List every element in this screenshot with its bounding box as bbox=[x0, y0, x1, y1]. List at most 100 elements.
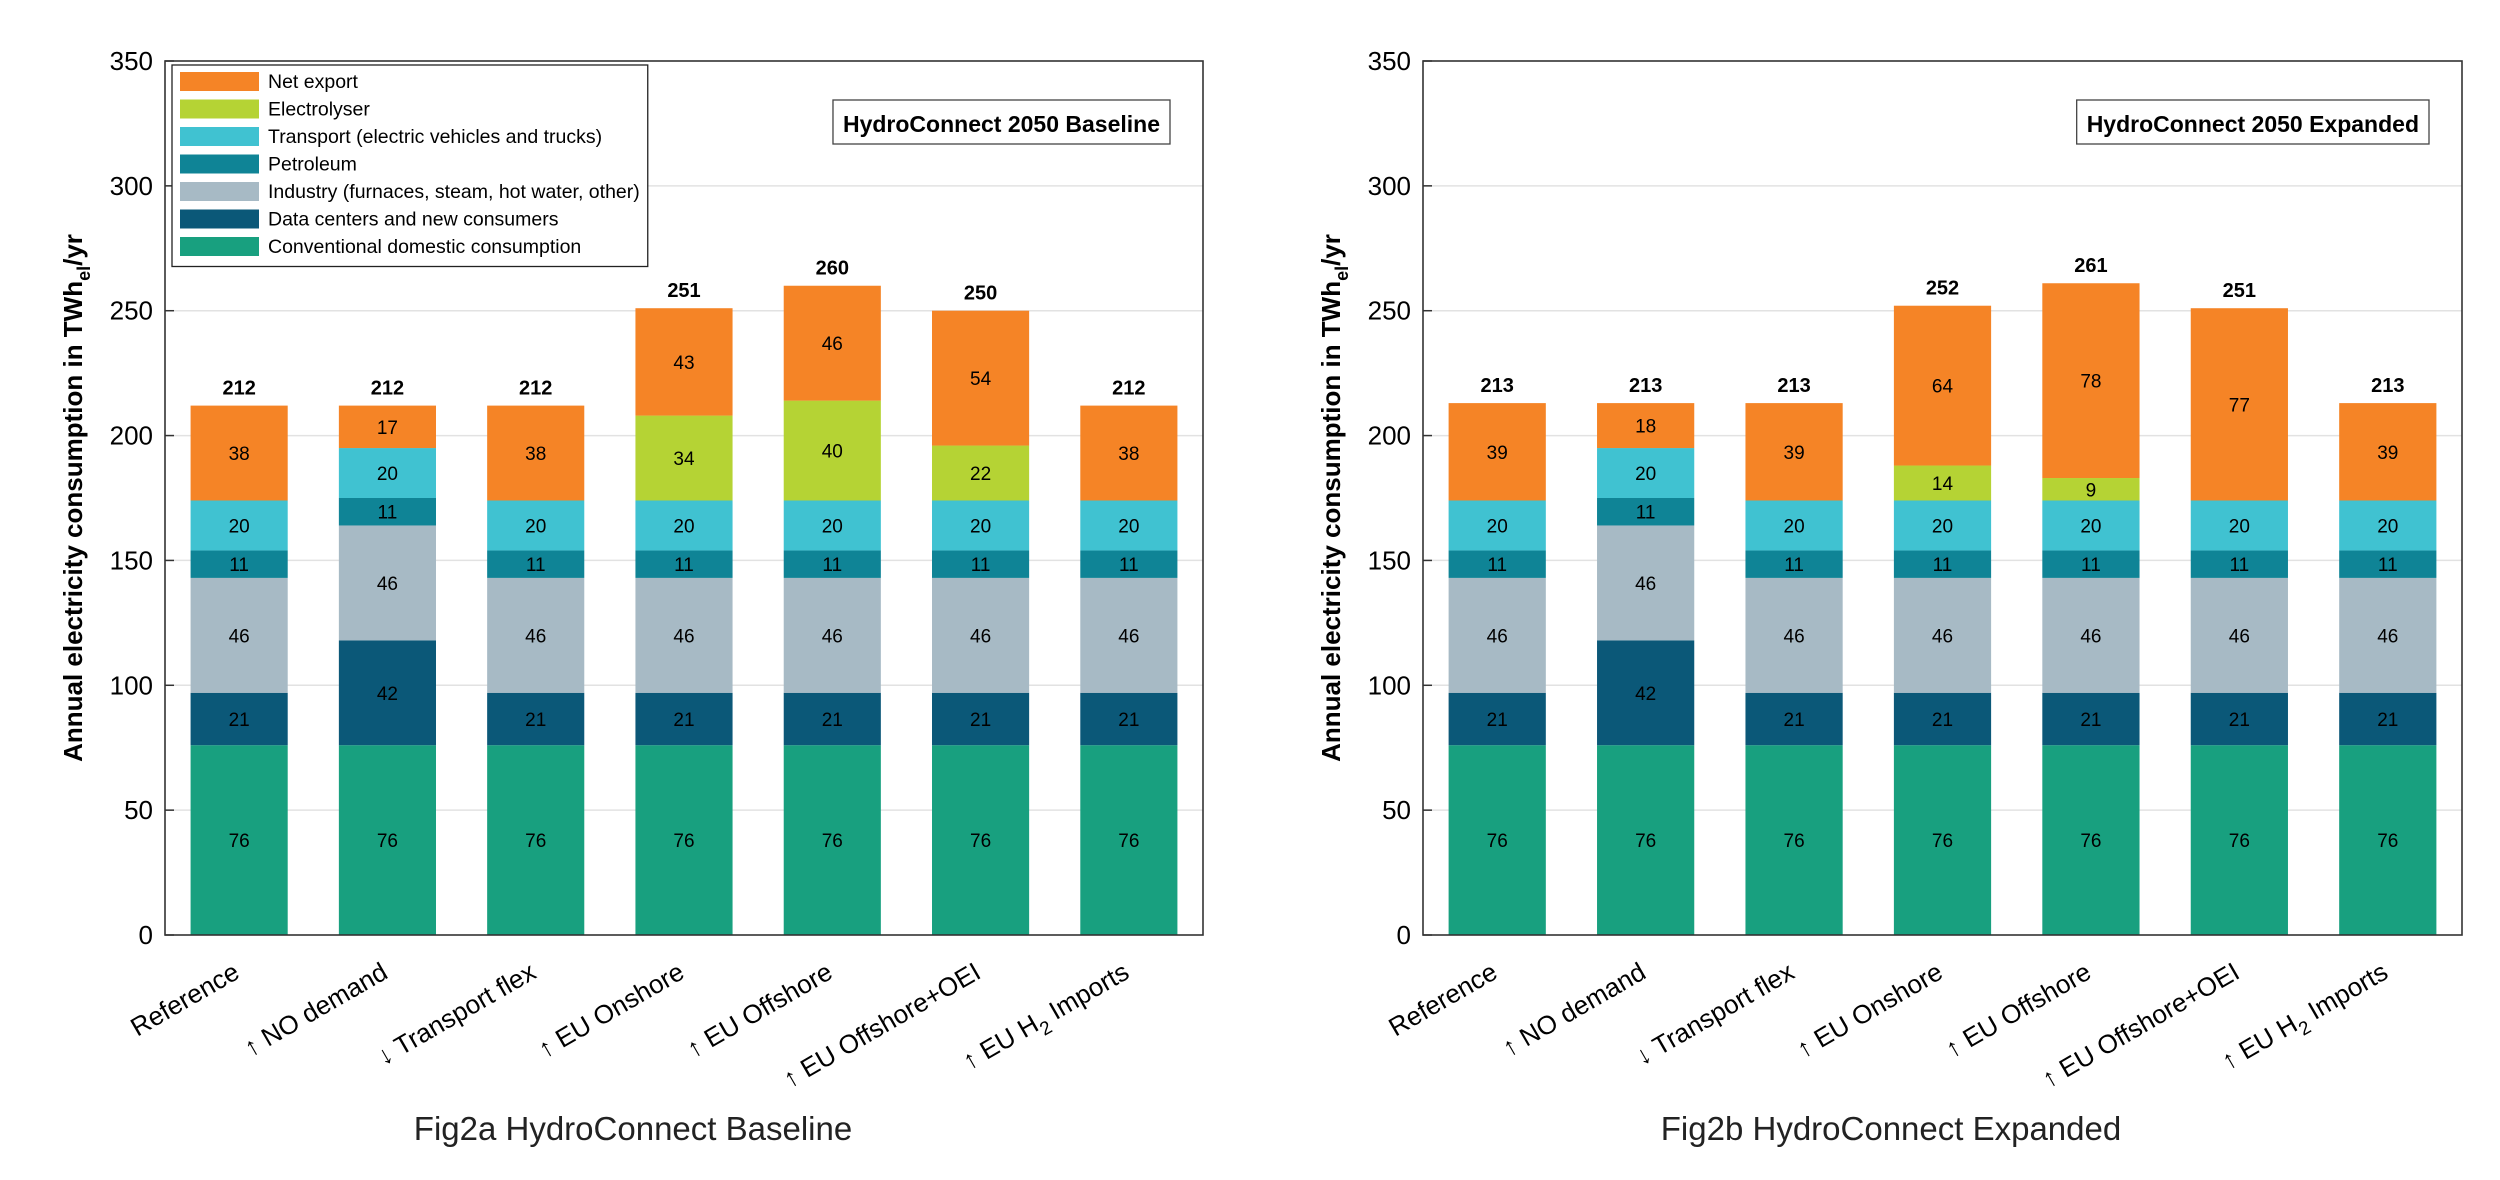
bar-segment bbox=[1080, 405, 1178, 501]
segment-value-label: 46 bbox=[2080, 626, 2101, 647]
bar-segment bbox=[932, 745, 1030, 935]
segment-value-label: 22 bbox=[970, 464, 991, 485]
segment-value-label: 20 bbox=[2377, 516, 2398, 537]
legend-swatch bbox=[180, 209, 259, 229]
bar-segment bbox=[1080, 745, 1178, 935]
y-tick-label: 250 bbox=[1368, 296, 1411, 326]
bar-total-label: 212 bbox=[519, 378, 552, 400]
legend-entry-label: Petroleum bbox=[268, 154, 357, 176]
bar-segment bbox=[2339, 403, 2437, 501]
x-category-label: ↑ EU H2 Imports bbox=[957, 956, 1137, 1081]
y-tick-label: 300 bbox=[110, 171, 153, 201]
segment-value-label: 54 bbox=[970, 369, 992, 390]
bar-segment bbox=[190, 577, 288, 693]
bar-segment bbox=[635, 577, 733, 693]
bar-segment bbox=[1745, 692, 1843, 746]
bar-segment bbox=[783, 577, 881, 693]
x-category-label: ↑ EU Onshore bbox=[533, 956, 689, 1064]
segment-value-label: 46 bbox=[970, 626, 991, 647]
segment-value-label: 46 bbox=[377, 574, 398, 595]
segment-value-label: 46 bbox=[1932, 626, 1953, 647]
segment-value-label: 20 bbox=[1635, 464, 1656, 485]
segment-value-label: 21 bbox=[525, 710, 546, 731]
axes-frame bbox=[164, 60, 1204, 936]
segment-value-label: 46 bbox=[1487, 626, 1508, 647]
x-category-label: ↑ EU Onshore bbox=[1791, 956, 1947, 1064]
bar-segment bbox=[932, 577, 1030, 693]
bar-segment bbox=[2190, 500, 2288, 551]
bar-segment bbox=[338, 448, 436, 498]
segment-value-label: 46 bbox=[1784, 626, 1805, 647]
bar-segment bbox=[2339, 500, 2437, 551]
bar-total-label: 213 bbox=[1481, 375, 1514, 397]
legend-swatch bbox=[180, 127, 259, 146]
y-tick-label: 200 bbox=[1368, 421, 1411, 451]
bar-segment bbox=[1893, 692, 1992, 746]
chart-box-title-frame bbox=[2076, 99, 2430, 145]
segment-value-label: 11 bbox=[2378, 555, 2398, 576]
bar-segment bbox=[1448, 692, 1546, 746]
segment-value-label: 11 bbox=[1487, 555, 1507, 576]
y-tick-label: 100 bbox=[1368, 670, 1411, 700]
y-axis-label: Annual electricity consumption in TWhel/… bbox=[1316, 234, 1352, 762]
bar-segment bbox=[783, 692, 881, 746]
bar-segment bbox=[1448, 577, 1546, 693]
segment-value-label: 40 bbox=[822, 442, 843, 463]
segment-value-label: 76 bbox=[525, 831, 546, 852]
segment-value-label: 20 bbox=[2229, 516, 2250, 537]
segment-value-label: 21 bbox=[1118, 710, 1139, 731]
segment-value-label: 76 bbox=[2080, 831, 2101, 852]
bar-segment bbox=[932, 310, 1030, 446]
bar-segment bbox=[635, 745, 733, 935]
segment-value-label: 20 bbox=[1118, 516, 1139, 537]
bar-segment bbox=[487, 405, 585, 501]
bar-segment bbox=[1597, 498, 1695, 526]
bar-segment bbox=[190, 745, 288, 935]
bar-segment bbox=[1080, 692, 1178, 746]
bar-total-label: 251 bbox=[667, 280, 700, 302]
segment-value-label: 46 bbox=[822, 334, 843, 355]
segment-value-label: 21 bbox=[970, 710, 991, 731]
bar-segment bbox=[487, 500, 585, 551]
bar-segment bbox=[1893, 500, 1992, 551]
segment-value-label: 21 bbox=[1932, 710, 1953, 731]
bar-segment bbox=[1893, 305, 1992, 466]
bar-segment bbox=[487, 692, 585, 746]
axes-frame bbox=[1422, 60, 2463, 936]
bar-total-label: 212 bbox=[371, 378, 404, 400]
x-category-label: ↑ NO demand bbox=[239, 956, 393, 1062]
caption-fig2b: Fig2b HydroConnect Expanded bbox=[1661, 1110, 2121, 1147]
segment-value-label: 20 bbox=[377, 464, 398, 485]
bar-segment bbox=[932, 445, 1030, 501]
x-category-label: ↑ EU H2 Imports bbox=[2216, 956, 2396, 1081]
bar-segment bbox=[932, 500, 1030, 551]
bar-segment bbox=[190, 405, 288, 501]
segment-value-label: 46 bbox=[2229, 626, 2250, 647]
bar-segment bbox=[190, 550, 288, 578]
x-category-label: ↓ Transport flex bbox=[372, 956, 541, 1071]
bar-segment bbox=[1745, 500, 1843, 551]
y-tick-label: 150 bbox=[1368, 545, 1411, 575]
chart-box-title: HydroConnect 2050 Baseline bbox=[843, 111, 1160, 137]
bar-total-label: 250 bbox=[964, 283, 997, 305]
segment-value-label: 17 bbox=[377, 418, 398, 439]
segment-value-label: 76 bbox=[673, 831, 694, 852]
bar-segment bbox=[1080, 500, 1178, 551]
legend-swatch bbox=[180, 182, 259, 201]
segment-value-label: 20 bbox=[1487, 516, 1508, 537]
bar-segment bbox=[2190, 577, 2288, 693]
bar-segment bbox=[1893, 577, 1992, 693]
bar-segment bbox=[2042, 692, 2140, 746]
x-category-label: ↓ Transport flex bbox=[1630, 956, 1799, 1071]
segment-value-label: 20 bbox=[525, 516, 546, 537]
bar-segment bbox=[2339, 692, 2437, 746]
segment-value-label: 21 bbox=[673, 710, 694, 731]
segment-value-label: 46 bbox=[525, 626, 546, 647]
bar-segment bbox=[932, 550, 1030, 578]
chart-box-title: HydroConnect 2050 Expanded bbox=[2087, 111, 2419, 137]
segment-value-label: 76 bbox=[2229, 831, 2250, 852]
bar-segment bbox=[635, 692, 733, 746]
bar-segment bbox=[2042, 577, 2140, 693]
segment-value-label: 21 bbox=[822, 710, 843, 731]
legend-entry-label: Transport (electric vehicles and trucks) bbox=[268, 126, 602, 148]
